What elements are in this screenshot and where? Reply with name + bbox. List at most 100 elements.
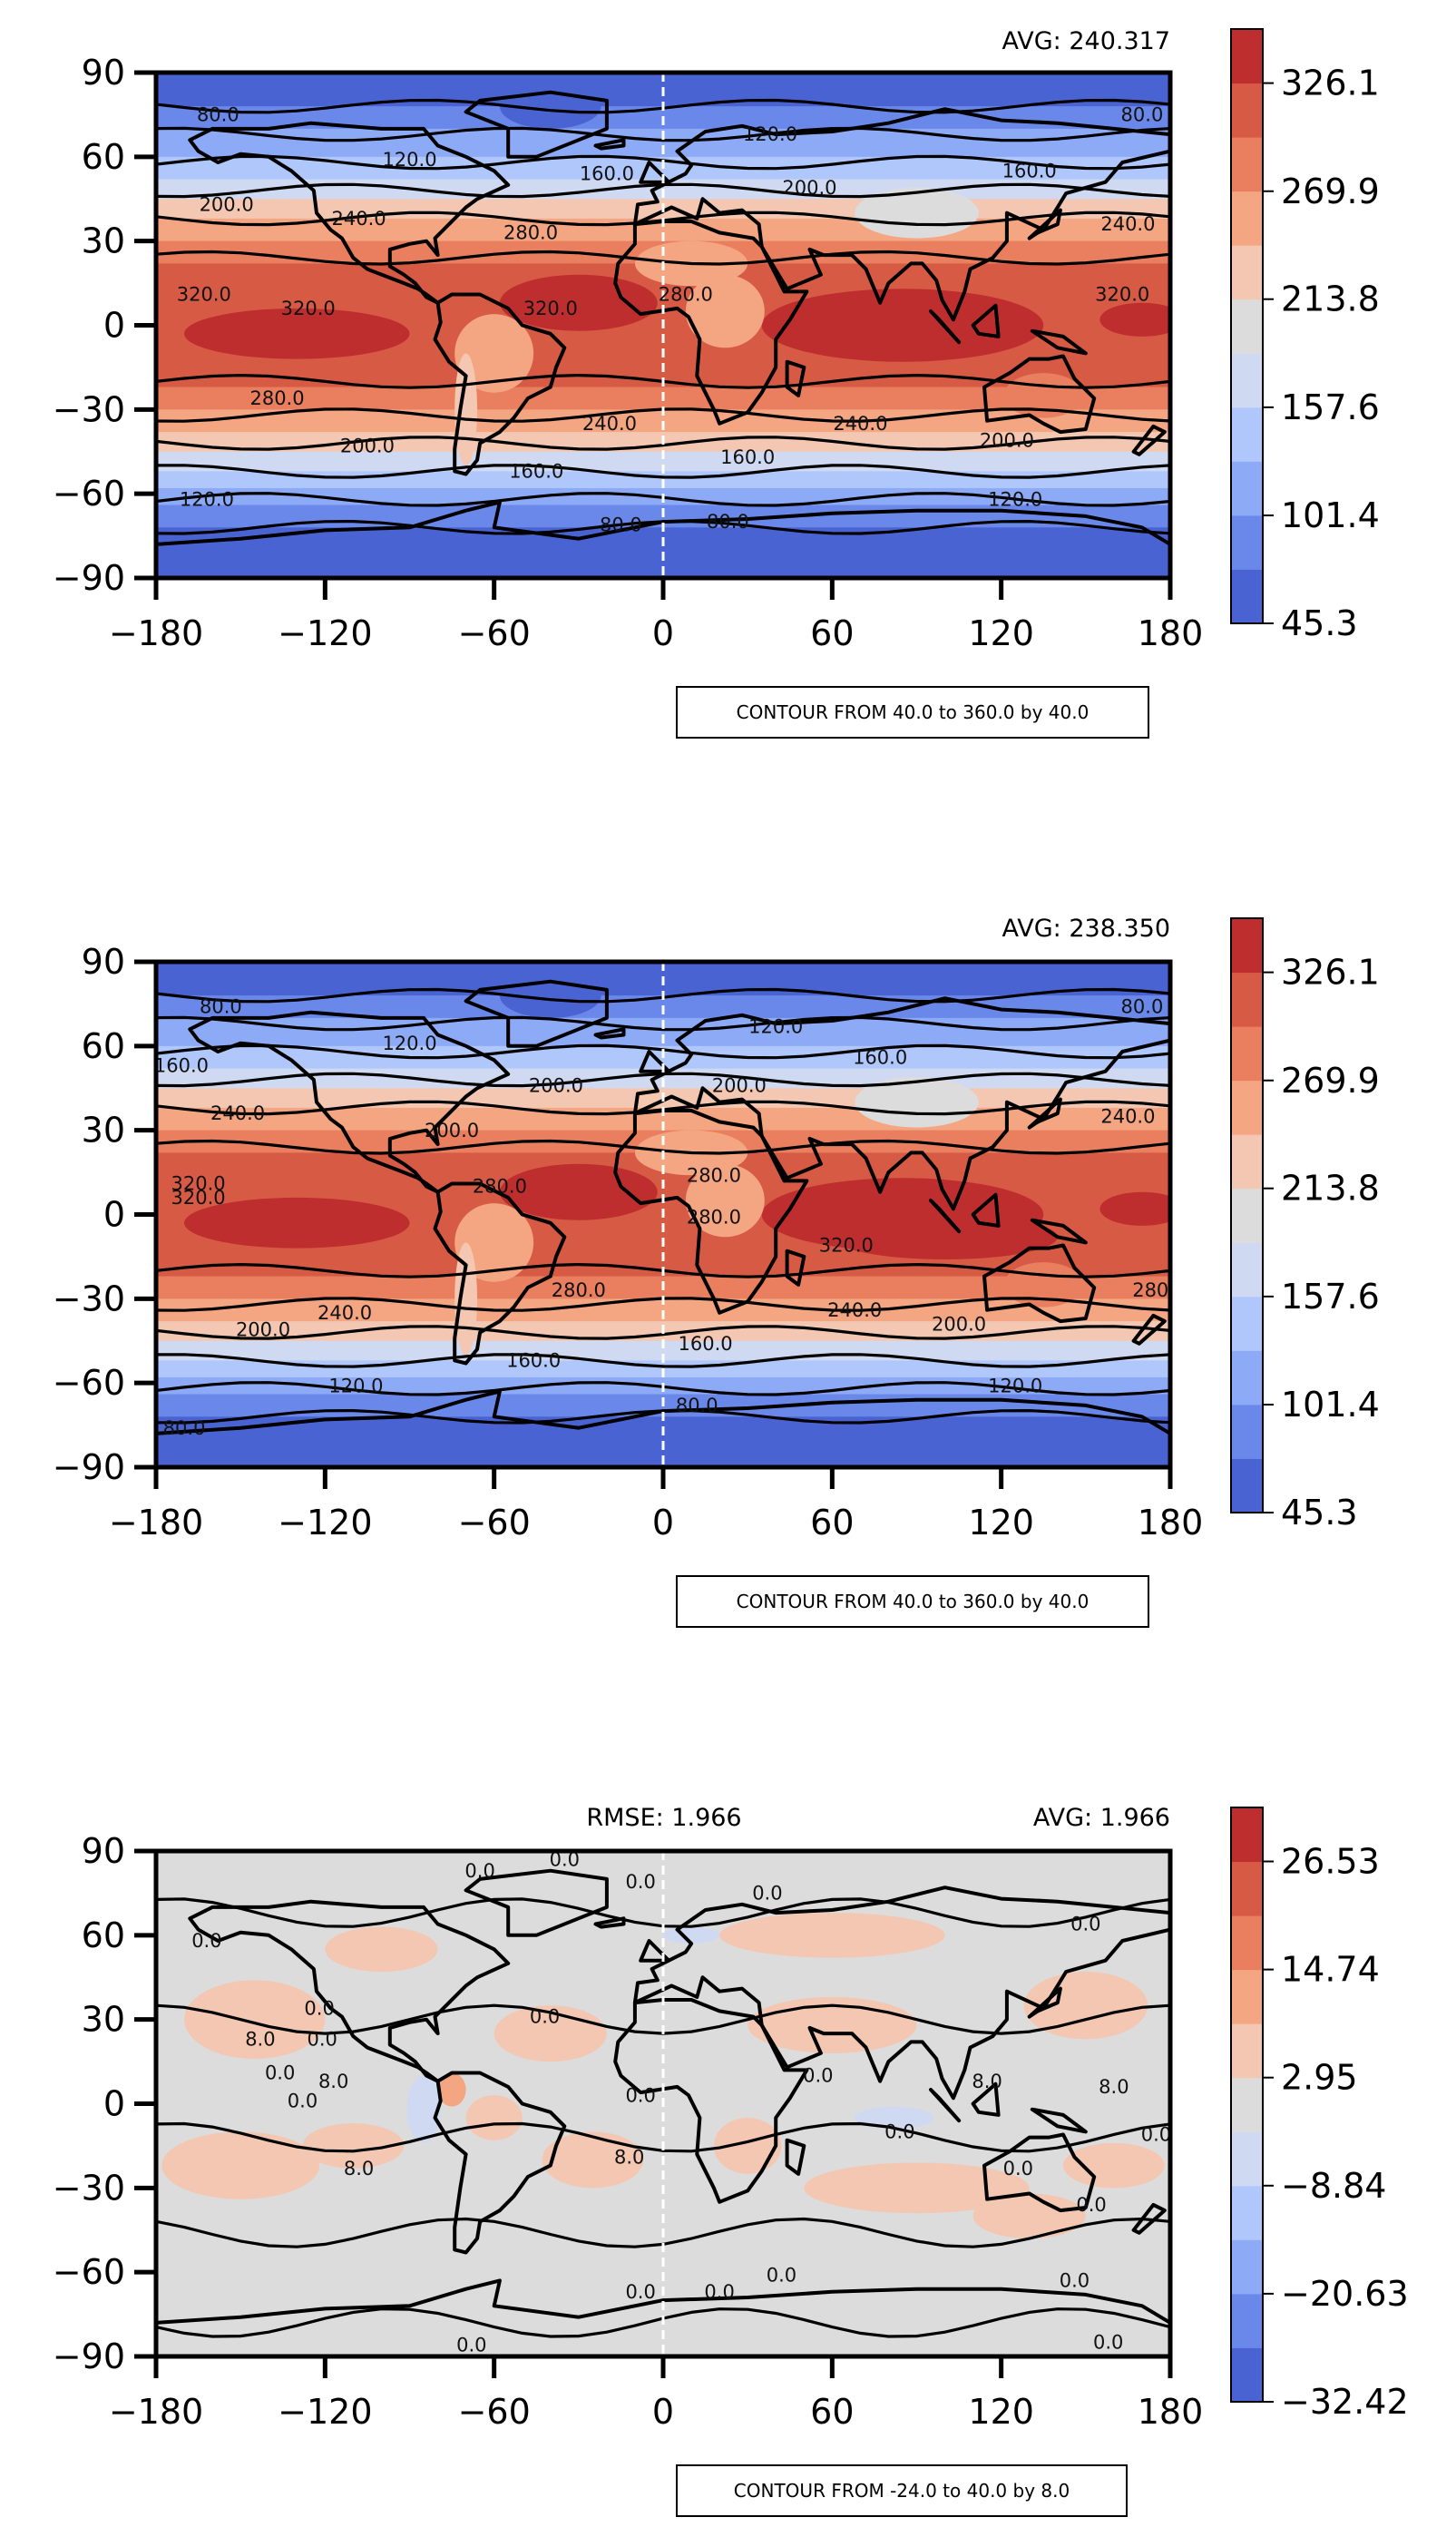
colorbar-segment xyxy=(1231,1861,1263,1916)
contour-label: 80.0 xyxy=(707,511,749,533)
colorbar-segment xyxy=(1231,245,1263,300)
x-tick-label: 120 xyxy=(968,2392,1034,2432)
x-tick-label: 60 xyxy=(810,613,854,653)
contour-label: 200.0 xyxy=(782,177,836,199)
coastline xyxy=(632,996,1170,1211)
contour-line xyxy=(156,1353,1170,1368)
contour-note-box: CONTOUR FROM -24.0 to 40.0 by 8.0 xyxy=(676,2464,1128,2517)
colorbar-segment xyxy=(1231,1969,1263,2024)
x-tick-label: −120 xyxy=(278,2392,372,2432)
contour-label: 0.0 xyxy=(1060,2270,1090,2292)
colorbar-segment xyxy=(1231,1350,1263,1406)
colorbar-segment xyxy=(1231,299,1263,354)
coastline xyxy=(433,1181,567,1366)
contour-label: 240.0 xyxy=(210,1102,265,1124)
contour-line xyxy=(156,2121,1170,2153)
x-tick-label: −60 xyxy=(458,1503,531,1543)
avg-label: AVG: 240.317 xyxy=(1002,27,1170,55)
contour-label: 120.0 xyxy=(743,123,797,145)
coastline xyxy=(982,1243,1097,1324)
colorbar-2: 326.1 269.9 213.8 157.6 101.4 45.3 xyxy=(1230,917,1380,1533)
contour-label: 0.0 xyxy=(803,2065,833,2087)
contour-note: CONTOUR FROM 40.0 to 360.0 by 40.0 xyxy=(737,701,1090,723)
contour-label: 0.0 xyxy=(1003,2158,1033,2179)
field-patch xyxy=(325,1926,438,1973)
y-tick-label: −90 xyxy=(53,558,125,598)
colorbar-1: 326.1 269.9 213.8 157.6 101.4 45.3 xyxy=(1230,28,1380,643)
contour-label: 200.0 xyxy=(529,1074,583,1096)
contour-label: 8.0 xyxy=(972,2071,1002,2092)
contour-label: 0.0 xyxy=(288,2091,318,2112)
contour-line xyxy=(156,464,1170,479)
field-patch xyxy=(184,1197,410,1249)
x-tick-label: 180 xyxy=(1138,1503,1204,1543)
contour-label: 280.0 xyxy=(552,1279,606,1301)
colorbar-tick-label: 157.6 xyxy=(1281,1277,1380,1317)
y-tick-label: 30 xyxy=(82,221,125,261)
y-tick-label: −60 xyxy=(53,2252,125,2292)
y-tick-label: −60 xyxy=(53,474,125,514)
y-tick-label: −30 xyxy=(53,389,125,429)
field: 0.00.00.00.00.00.08.00.00.00.0 8.00.00.00… xyxy=(156,1848,1170,2356)
contour-line xyxy=(156,126,1170,142)
colorbar-tick-label: 269.9 xyxy=(1281,1061,1380,1101)
y-tick-label: 0 xyxy=(103,306,125,346)
x-tick-label: −60 xyxy=(458,613,531,653)
contour-label: 240.0 xyxy=(1100,1105,1155,1127)
contour-label: 200.0 xyxy=(200,194,254,216)
field-patch xyxy=(685,274,765,348)
contour-label: 200.0 xyxy=(980,429,1034,451)
contour-label: 80.0 xyxy=(197,104,239,126)
coastline xyxy=(156,500,1170,578)
y-tick-label: 30 xyxy=(82,2000,125,2040)
field-patch xyxy=(761,289,1044,362)
field-patch xyxy=(302,2123,405,2169)
contour-note-box: CONTOUR FROM 40.0 to 360.0 by 40.0 xyxy=(676,686,1149,739)
colorbar-segment xyxy=(1231,514,1263,570)
contour-label: 240.0 xyxy=(582,413,637,435)
contour-line xyxy=(156,1325,1170,1340)
colorbar-segment xyxy=(1231,2023,1263,2079)
contour-label: 0.0 xyxy=(308,2028,337,2050)
field-patch xyxy=(719,1913,945,1958)
coastline xyxy=(982,354,1097,435)
contour-label: 0.0 xyxy=(530,2006,560,2028)
field-band xyxy=(156,451,1170,473)
contour-label: 0.0 xyxy=(464,1860,494,1882)
contour-label: 0.0 xyxy=(767,2264,796,2286)
colorbar-segment xyxy=(1231,2239,1263,2295)
coastline xyxy=(1030,1218,1088,1245)
x-tick-label: 180 xyxy=(1138,2392,1204,2432)
axes-2: −180 −120 −60 0 60 120 180 90 60 30 0 −30 −60 −90 xyxy=(53,942,1203,1543)
y-tick-label: −30 xyxy=(53,1278,125,1318)
colorbar-tick-label: 101.4 xyxy=(1281,495,1380,535)
coastline xyxy=(1030,328,1088,356)
colorbar-segment xyxy=(1231,137,1263,192)
contour-label: 120.0 xyxy=(988,1375,1042,1396)
contour-label: 160.0 xyxy=(506,1350,561,1372)
field-patch xyxy=(804,2162,1030,2214)
colorbar-tick-label: 45.3 xyxy=(1281,603,1358,643)
x-tick-label: 0 xyxy=(652,1503,674,1543)
contour-label: 0.0 xyxy=(1076,2194,1106,2216)
coastline xyxy=(929,1199,962,1234)
coastline xyxy=(464,90,609,159)
coastline xyxy=(929,309,962,345)
contour-label: 120.0 xyxy=(988,488,1042,510)
coastline xyxy=(785,2138,806,2176)
field-patch xyxy=(184,1980,326,2059)
colorbar-segment xyxy=(1231,2131,1263,2187)
field-band xyxy=(156,1340,1170,1362)
field-patch xyxy=(1099,1191,1170,1226)
y-tick-label: 30 xyxy=(82,1111,125,1151)
colorbar-segment xyxy=(1231,569,1263,624)
contour-label: 320.0 xyxy=(1095,284,1149,306)
contour-label: 8.0 xyxy=(245,2028,275,2050)
contour-label: 0.0 xyxy=(1093,2332,1123,2354)
contour-label: 0.0 xyxy=(550,1848,580,1870)
coastline xyxy=(632,1885,1170,2101)
map-3: 0.00.00.00.00.00.08.00.00.00.0 8.00.00.00… xyxy=(156,1848,1170,2356)
contour-label: 80.0 xyxy=(200,996,242,1018)
contour-label: 80.0 xyxy=(1121,104,1164,126)
coastline xyxy=(464,1868,609,1937)
